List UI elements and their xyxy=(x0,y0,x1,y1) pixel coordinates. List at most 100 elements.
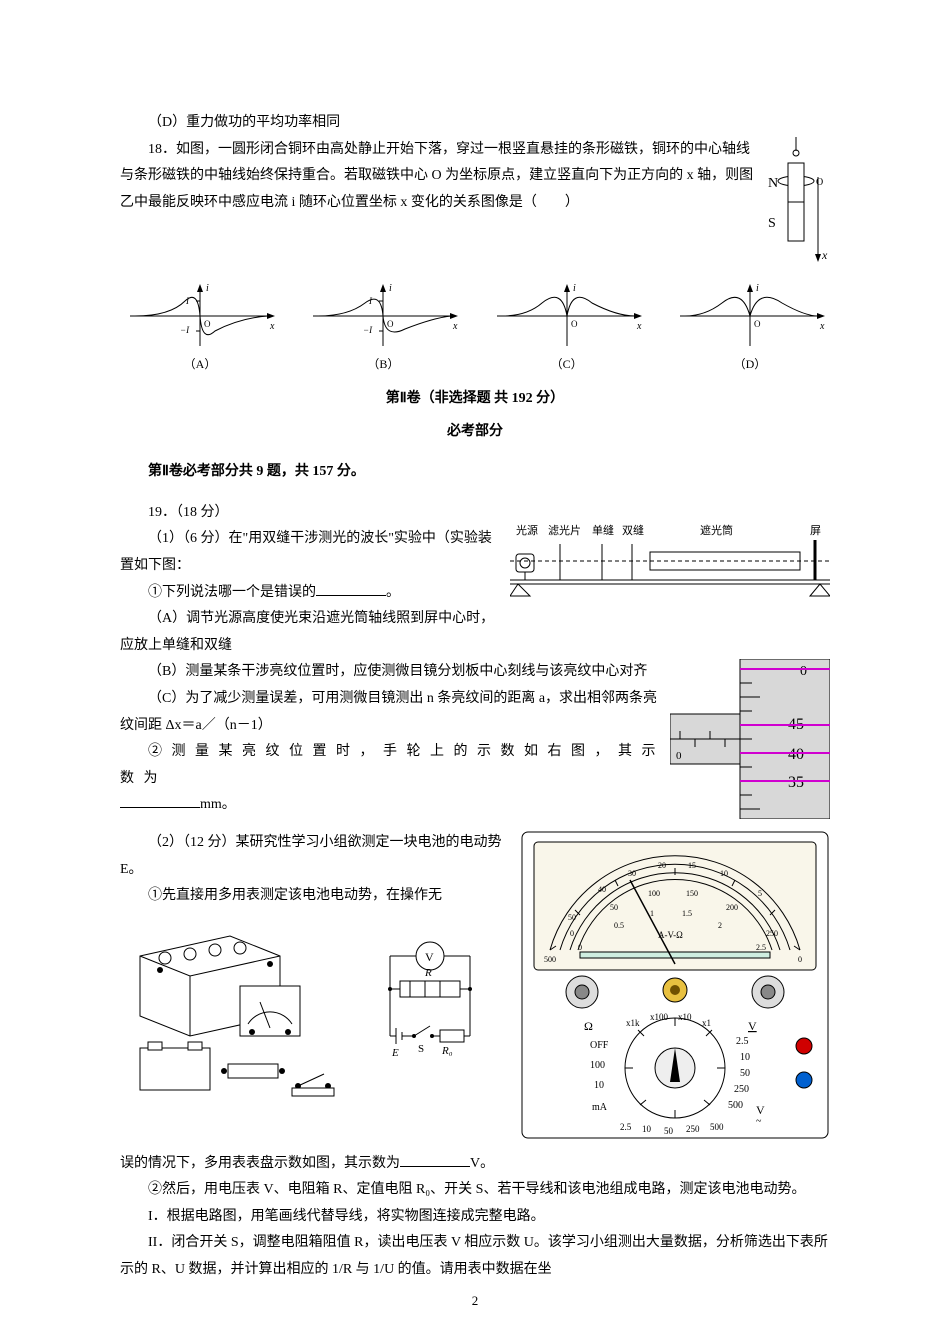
q19-num: 19． xyxy=(148,505,176,520)
svg-text:200: 200 xyxy=(726,903,738,912)
section2-title: 第Ⅱ卷（非选择题 共 192 分） xyxy=(120,386,830,413)
q19-after-fig: 误的情况下，多用表表盘示数如图，其示数为V。 xyxy=(120,1151,830,1178)
svg-text:−I: −I xyxy=(180,325,190,335)
q19-points: （18 分） xyxy=(176,505,229,520)
graph-b: x i O I −I （B） xyxy=(303,281,463,376)
svg-text:150: 150 xyxy=(686,889,698,898)
svg-text:0: 0 xyxy=(578,943,582,952)
multimeter-figure: 500 50 40 30 20 15 10 5 0 0 50 100 150 2… xyxy=(520,830,830,1151)
magnet-s: S xyxy=(768,216,776,231)
magnet-figure: O N S x xyxy=(762,137,830,278)
graph-b-label: （B） xyxy=(303,353,463,376)
svg-text:1.5: 1.5 xyxy=(682,909,692,918)
magnet-n: N xyxy=(768,176,778,191)
svg-text:1: 1 xyxy=(650,909,654,918)
svg-text:500: 500 xyxy=(710,1122,724,1132)
graph-a: x i O I −I （A） xyxy=(120,281,280,376)
svg-text:滤光片: 滤光片 xyxy=(548,523,581,537)
svg-text:屏: 屏 xyxy=(810,524,821,537)
svg-text:500: 500 xyxy=(544,955,556,964)
blank-2 xyxy=(120,793,200,808)
optical-bench-figure: 光源 滤光片 单缝 双缝 遮光筒 屏 xyxy=(510,522,830,613)
svg-text:0: 0 xyxy=(800,664,807,679)
svg-text:O: O xyxy=(387,319,394,329)
svg-text:V: V xyxy=(756,1103,765,1117)
svg-text:O: O xyxy=(204,319,211,329)
svg-text:15: 15 xyxy=(688,861,696,870)
svg-text:100: 100 xyxy=(648,889,660,898)
svg-text:0.5: 0.5 xyxy=(614,921,624,930)
svg-text:35: 35 xyxy=(788,774,804,791)
svg-text:10: 10 xyxy=(642,1124,652,1134)
q18-body: 如图，一圆形闭合铜环由高处静止开始下落，穿过一根竖直悬挂的条形磁铁，铜环的中心轴… xyxy=(120,142,753,210)
svg-text:单缝: 单缝 xyxy=(592,523,614,537)
svg-text:2.5: 2.5 xyxy=(756,943,766,952)
svg-text:250: 250 xyxy=(686,1124,700,1134)
svg-text:V: V xyxy=(748,1019,757,1033)
svg-text:100: 100 xyxy=(590,1060,605,1071)
svg-text:遮光筒: 遮光筒 xyxy=(700,523,733,537)
svg-text:30: 30 xyxy=(628,869,636,878)
q18-block: O N S x 18．如图，一圆形闭合铜环由高处静止开始下落，穿过一根竖直悬挂的… xyxy=(120,137,830,376)
svg-text:250: 250 xyxy=(766,929,778,938)
section2-subtitle: 必考部分 xyxy=(120,419,830,446)
q19-p2-I: I．根据电路图，用笔画线代替导线，将实物图连接成完整电路。 xyxy=(120,1204,830,1231)
svg-text:10: 10 xyxy=(594,1080,604,1091)
svg-text:2.5: 2.5 xyxy=(620,1122,632,1132)
q18-text: 18．如图，一圆形闭合铜环由高处静止开始下落，穿过一根竖直悬挂的条形磁铁，铜环的… xyxy=(120,137,830,217)
svg-text:S: S xyxy=(418,1043,424,1055)
svg-text:0: 0 xyxy=(798,955,802,964)
svg-text:5: 5 xyxy=(758,889,762,898)
svg-text:光源: 光源 xyxy=(516,523,538,537)
graph-a-label: （A） xyxy=(120,353,280,376)
svg-text:2: 2 xyxy=(718,921,722,930)
q19-p2-line2: ②然后，用电压表 V、电阻箱 R、定值电阻 R₀、开关 S、若干导线和该电池组成… xyxy=(120,1177,830,1204)
svg-text:R₀: R₀ xyxy=(441,1045,453,1057)
svg-text:x1: x1 xyxy=(702,1018,711,1028)
prev-option-d: （D）重力做功的平均功率相同 xyxy=(120,110,830,137)
graph-c: x i O （C） xyxy=(487,281,647,376)
svg-text:OFF: OFF xyxy=(590,1040,609,1051)
graph-d: x i O （D） xyxy=(670,281,830,376)
ring-o-label: O xyxy=(816,177,823,188)
blank-1 xyxy=(316,581,386,596)
svg-text:20: 20 xyxy=(658,861,666,870)
svg-text:50: 50 xyxy=(610,903,618,912)
svg-text:50: 50 xyxy=(740,1068,750,1079)
svg-text:i: i xyxy=(389,283,392,294)
svg-text:E: E xyxy=(391,1047,399,1059)
svg-text:40: 40 xyxy=(598,885,606,894)
q19-p2-II: II．闭合开关 S，调整电阻箱阻值 R，读出电压表 V 相应示数 U。该学习小组… xyxy=(120,1230,830,1283)
svg-text:i: i xyxy=(573,283,576,294)
svg-text:x10: x10 xyxy=(678,1012,692,1022)
svg-text:x: x xyxy=(452,321,458,332)
svg-text:−I: −I xyxy=(363,325,373,335)
svg-text:x: x xyxy=(819,321,825,332)
svg-text:mA: mA xyxy=(592,1102,608,1113)
svg-text:x: x xyxy=(269,321,275,332)
svg-text:O: O xyxy=(571,319,578,329)
svg-text:x1k: x1k xyxy=(626,1018,640,1028)
q19-optA: （A）调节光源高度使光束沿遮光筒轴线照到屏中心时，应放上单缝和双缝 xyxy=(120,606,830,659)
svg-text:0: 0 xyxy=(676,750,682,762)
svg-text:Ω: Ω xyxy=(584,1019,593,1033)
svg-text:x100: x100 xyxy=(650,1012,669,1022)
svg-text:40: 40 xyxy=(788,746,804,763)
magnet-x: x xyxy=(821,248,828,262)
section2-note: 第Ⅱ卷必考部分共 9 题，共 157 分。 xyxy=(120,459,830,486)
svg-text:50: 50 xyxy=(568,913,576,922)
graph-c-label: （C） xyxy=(487,353,647,376)
svg-text:250: 250 xyxy=(734,1084,749,1095)
svg-text:500: 500 xyxy=(728,1100,743,1111)
q18-graph-row: x i O I −I （A） x xyxy=(120,281,830,376)
graph-d-label: （D） xyxy=(670,353,830,376)
svg-text:x: x xyxy=(636,321,642,332)
q18-num: 18． xyxy=(148,142,176,157)
svg-text:i: i xyxy=(206,283,209,294)
svg-text:~: ~ xyxy=(756,1116,762,1127)
svg-text:10: 10 xyxy=(720,869,728,878)
svg-text:50: 50 xyxy=(664,1126,674,1136)
micrometer-figure: 0 0 45 40 35 xyxy=(670,659,830,830)
svg-text:双缝: 双缝 xyxy=(622,523,644,537)
svg-text:0: 0 xyxy=(570,929,574,938)
